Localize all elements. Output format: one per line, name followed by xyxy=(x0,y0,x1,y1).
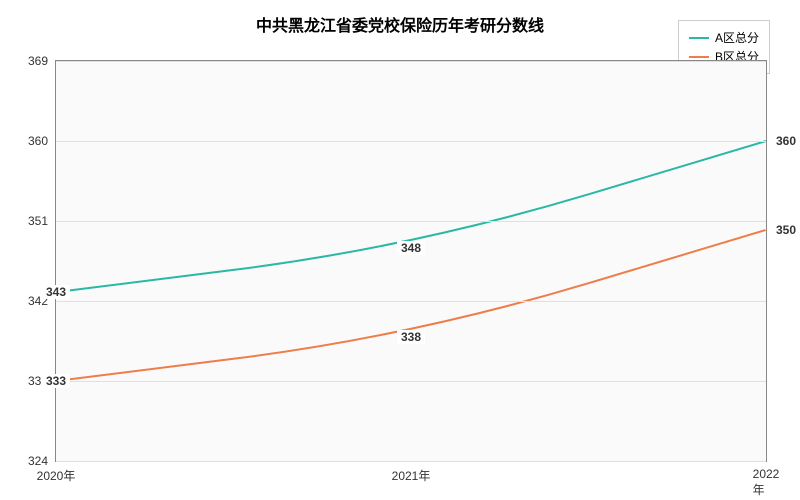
legend-label-a: A区总分 xyxy=(715,29,759,46)
legend-swatch-b xyxy=(689,56,709,58)
data-label: 348 xyxy=(397,241,425,255)
chart-title: 中共黑龙江省委党校保险历年考研分数线 xyxy=(256,12,544,36)
xtick-label: 2022年 xyxy=(753,461,780,498)
gridline xyxy=(56,141,766,142)
gridline xyxy=(56,301,766,302)
gridline xyxy=(56,381,766,382)
chart-container: 中共黑龙江省委党校保险历年考研分数线 A区总分 B区总分 32433334235… xyxy=(0,0,800,500)
gridline xyxy=(56,61,766,62)
data-label: 333 xyxy=(42,374,70,388)
chart-lines xyxy=(56,61,766,461)
plot-area: 3243333423513603692020年2021年2022年3433483… xyxy=(55,60,767,462)
ytick-label: 351 xyxy=(28,214,56,228)
ytick-label: 369 xyxy=(28,54,56,68)
data-label: 350 xyxy=(772,223,800,237)
xtick-label: 2021年 xyxy=(392,461,431,484)
ytick-label: 360 xyxy=(28,134,56,148)
xtick-label: 2020年 xyxy=(37,461,76,484)
data-label: 360 xyxy=(772,134,800,148)
legend-item-a: A区总分 xyxy=(689,29,759,46)
gridline xyxy=(56,221,766,222)
legend-swatch-a xyxy=(689,37,709,39)
data-label: 343 xyxy=(42,285,70,299)
data-label: 338 xyxy=(397,330,425,344)
series-line xyxy=(56,141,766,292)
